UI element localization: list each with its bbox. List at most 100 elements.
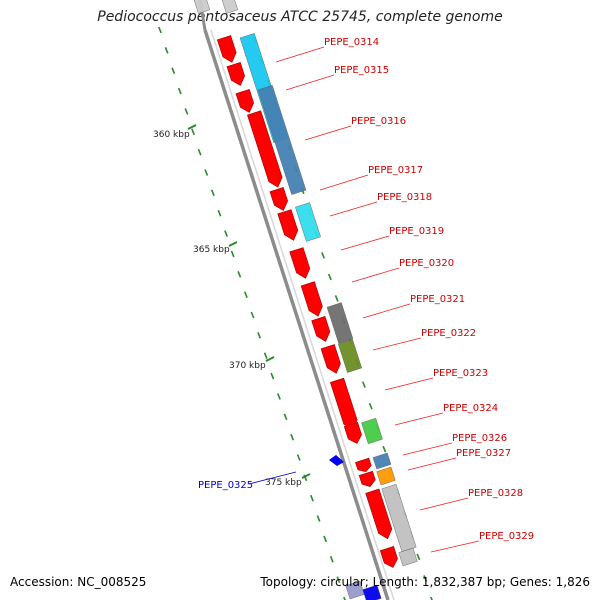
cds-arrow <box>311 316 331 342</box>
accession-text: Accession: NC_008525 <box>10 575 147 589</box>
outer-scale-dot <box>368 402 373 410</box>
gene-label: PEPE_0326 <box>452 433 507 444</box>
scale-label: 370 kbp <box>229 361 266 371</box>
inner-scale-dot <box>204 169 209 176</box>
gene-leader-line <box>351 267 400 283</box>
cds-arrow <box>289 247 311 279</box>
gene-leader-line <box>407 457 457 471</box>
cds-arrow <box>379 545 398 568</box>
inner-scale-dot <box>250 311 255 319</box>
gene-leader-line <box>329 201 378 217</box>
major-tick <box>187 124 197 130</box>
gene-label: PEPE_0320 <box>399 258 454 269</box>
gene-label: PEPE_0329 <box>479 531 534 542</box>
gene-label: PEPE_0324 <box>443 403 498 414</box>
feature-bar <box>221 0 239 14</box>
outer-scale-dot <box>416 553 421 561</box>
major-tick <box>265 356 275 362</box>
feature-bar <box>257 85 307 195</box>
outer-scale-dot <box>430 596 433 600</box>
inner-scale-dot <box>257 332 262 339</box>
gene-label: PEPE_0321 <box>410 294 465 305</box>
scale-label: 365 kbp <box>193 245 230 255</box>
inner-scale-dot <box>197 148 202 156</box>
gene-leader-line <box>394 412 444 426</box>
gene-leader-line <box>275 46 325 63</box>
inner-scale-dot <box>290 433 295 441</box>
cds-arrow <box>358 470 376 488</box>
gene-leader-line <box>430 540 480 553</box>
inner-scale-dot <box>184 108 189 115</box>
backbone-line <box>203 29 390 600</box>
feature-bar <box>376 466 396 486</box>
feature-bar <box>326 302 354 344</box>
feature-bar <box>361 417 383 445</box>
cds-arrow <box>269 187 288 211</box>
cds-arrow <box>277 209 299 241</box>
cds-arrow-reverse <box>329 455 344 466</box>
inner-scale-dot <box>329 555 334 563</box>
feature-bar <box>193 0 211 14</box>
inner-scale-dot <box>217 209 222 217</box>
gene-leader-line <box>362 303 411 319</box>
outer-scale-dot <box>361 381 366 388</box>
major-tick <box>301 473 311 479</box>
cds-arrow <box>365 488 393 540</box>
inner-scale-dot <box>323 535 328 543</box>
inner-scale-dot <box>316 515 321 522</box>
feature-bar <box>338 339 362 373</box>
gene-label: PEPE_0325 <box>198 480 253 491</box>
feature-bar <box>372 452 392 470</box>
gene-leader-line <box>384 377 434 391</box>
cds-arrow <box>355 457 372 473</box>
inner-scale-dot <box>210 189 215 197</box>
inner-scale-dot <box>283 413 288 421</box>
inner-scale-dot <box>270 372 275 380</box>
feature-bar <box>362 584 382 600</box>
inner-scale-dot <box>296 454 301 461</box>
gene-label: PEPE_0314 <box>324 37 379 48</box>
inner-scale-dot <box>237 270 242 278</box>
inner-scale-dot <box>310 494 314 502</box>
inner-scale-dot <box>343 596 346 600</box>
gene-leader-line <box>285 74 335 91</box>
outer-scale-dot <box>321 252 326 259</box>
inner-scale-dot <box>230 250 235 258</box>
outer-scale-dot <box>334 295 339 302</box>
gene-leader-line <box>372 337 422 351</box>
feature-bar <box>398 547 418 567</box>
cds-arrow <box>300 281 323 317</box>
gene-label: PEPE_0316 <box>351 116 406 127</box>
outer-scale-dot <box>382 445 387 453</box>
gene-leader-line <box>402 442 453 456</box>
inner-scale-dot <box>191 128 195 136</box>
topology-text: Topology: circular; Length: 1,832,387 bp… <box>260 575 590 589</box>
inner-scale-dot <box>276 393 281 400</box>
cds-arrow <box>343 421 362 444</box>
inner-scale-dot <box>263 352 268 360</box>
inner-scale-dot <box>224 230 229 237</box>
backbone-highlight <box>210 29 395 600</box>
gene-label: PEPE_0328 <box>468 488 523 499</box>
gene-label: PEPE_0315 <box>334 65 389 76</box>
gene-label: PEPE_0322 <box>421 328 476 339</box>
major-tick <box>228 241 238 247</box>
cds-arrow <box>226 62 245 86</box>
cds-arrow <box>320 344 341 374</box>
gene-label: PEPE_0327 <box>456 448 511 459</box>
gene-leader-line <box>319 174 369 191</box>
cds-arrow <box>247 110 283 188</box>
inner-scale-dot <box>158 26 162 34</box>
inner-scale-dot <box>336 576 341 583</box>
scale-label: 375 kbp <box>265 478 302 488</box>
inner-scale-dot <box>243 291 248 298</box>
gene-leader-line <box>340 235 390 251</box>
gene-label: PEPE_0323 <box>433 368 488 379</box>
inner-scale-dot <box>171 67 176 75</box>
gene-leader-line <box>304 125 352 141</box>
gene-leader-line <box>248 471 297 485</box>
gene-label: PEPE_0318 <box>377 192 432 203</box>
gene-label: PEPE_0317 <box>368 165 423 176</box>
inner-scale-dot <box>164 47 169 54</box>
